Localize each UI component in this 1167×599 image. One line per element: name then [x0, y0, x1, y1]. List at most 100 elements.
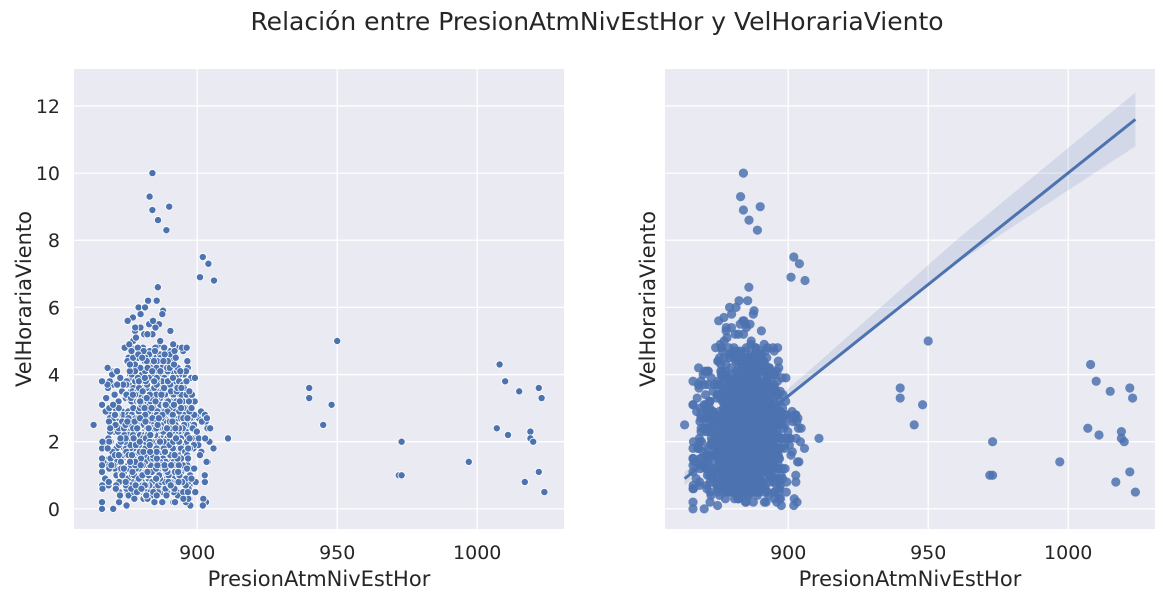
data-point: [127, 347, 136, 356]
data-point: [113, 380, 122, 389]
y-tick-label: 2: [48, 432, 60, 454]
data-point: [146, 447, 155, 456]
data-point: [699, 400, 709, 410]
data-point: [98, 498, 107, 507]
data-point: [172, 434, 181, 443]
data-point: [743, 460, 753, 470]
data-point: [730, 403, 741, 413]
data-point: [171, 498, 180, 507]
data-point: [327, 400, 336, 409]
data-point: [764, 467, 774, 477]
data-point: [191, 488, 200, 497]
data-point: [153, 283, 162, 292]
data-point: [154, 414, 163, 423]
data-point: [157, 390, 166, 399]
data-point: [918, 400, 928, 410]
data-point: [721, 322, 731, 333]
y-tick-label: 6: [48, 297, 60, 319]
data-point: [757, 480, 767, 490]
x-axis-label: PresionAtmNivEstHor: [799, 567, 1022, 591]
data-point: [728, 353, 738, 363]
data-point: [147, 404, 156, 413]
data-point: [160, 350, 169, 359]
data-point: [143, 467, 152, 476]
points-group: [680, 92, 1140, 514]
data-point: [1128, 393, 1138, 403]
data-point: [200, 471, 209, 480]
data-point: [743, 490, 753, 501]
data-point: [1125, 467, 1135, 477]
data-point: [756, 326, 766, 336]
data-point: [144, 424, 153, 433]
data-point: [716, 359, 726, 370]
data-point: [777, 403, 788, 413]
data-point: [736, 440, 746, 450]
data-point: [1083, 423, 1093, 433]
data-point: [746, 336, 756, 346]
data-point: [150, 347, 159, 356]
data-point: [136, 397, 145, 406]
data-point: [492, 424, 501, 433]
data-point: [171, 424, 180, 433]
data-point: [131, 481, 140, 490]
data-point: [159, 357, 168, 366]
data-point: [774, 443, 784, 454]
data-point: [140, 404, 149, 413]
data-point: [125, 367, 134, 376]
x-tick-label: 1000: [453, 542, 501, 564]
data-point: [89, 420, 98, 429]
data-point: [192, 427, 201, 436]
data-point: [745, 413, 755, 423]
data-point: [529, 437, 538, 446]
data-point: [747, 390, 758, 400]
data-point: [98, 484, 107, 493]
regression-line: [683, 118, 1137, 480]
data-point: [185, 434, 194, 443]
data-point: [109, 400, 118, 409]
data-point: [705, 497, 715, 507]
data-point: [142, 394, 151, 403]
data-point: [773, 463, 783, 474]
data-point: [169, 373, 178, 382]
scatter-panel: 900 950 1000 0 2 4 6 8 10 12 PresionAtmNivEstHor Ve…: [12, 69, 564, 591]
data-point: [791, 433, 801, 443]
data-point: [814, 433, 824, 443]
data-point: [701, 410, 711, 420]
data-point: [688, 497, 698, 507]
data-point: [170, 360, 179, 369]
data-point: [209, 276, 218, 285]
y-tick-label: 10: [36, 163, 60, 185]
data-point: [710, 463, 720, 474]
data-point: [104, 477, 113, 486]
data-point: [114, 451, 123, 460]
data-point: [760, 400, 770, 410]
data-point: [680, 420, 690, 430]
data-point: [199, 494, 208, 503]
data-point: [752, 225, 763, 235]
data-point: [727, 460, 737, 470]
data-point: [187, 404, 196, 413]
data-point: [735, 423, 745, 433]
data-point: [185, 387, 194, 396]
y-tick-label: 4: [48, 365, 60, 387]
data-point: [109, 504, 118, 513]
data-point: [988, 437, 998, 447]
data-point: [799, 443, 810, 454]
data-point: [144, 296, 153, 305]
data-point: [184, 444, 193, 453]
data-point: [733, 393, 743, 403]
data-point: [179, 494, 188, 503]
data-point: [153, 216, 162, 225]
data-point: [766, 366, 776, 376]
data-point: [127, 451, 136, 460]
data-point: [156, 367, 165, 376]
data-point: [141, 417, 150, 426]
data-point: [168, 417, 177, 426]
data-point: [515, 387, 524, 396]
data-point: [168, 410, 177, 419]
data-point: [744, 282, 754, 292]
data-point: [116, 373, 125, 382]
data-point: [167, 461, 176, 470]
data-point: [792, 457, 803, 467]
data-point: [719, 390, 729, 400]
